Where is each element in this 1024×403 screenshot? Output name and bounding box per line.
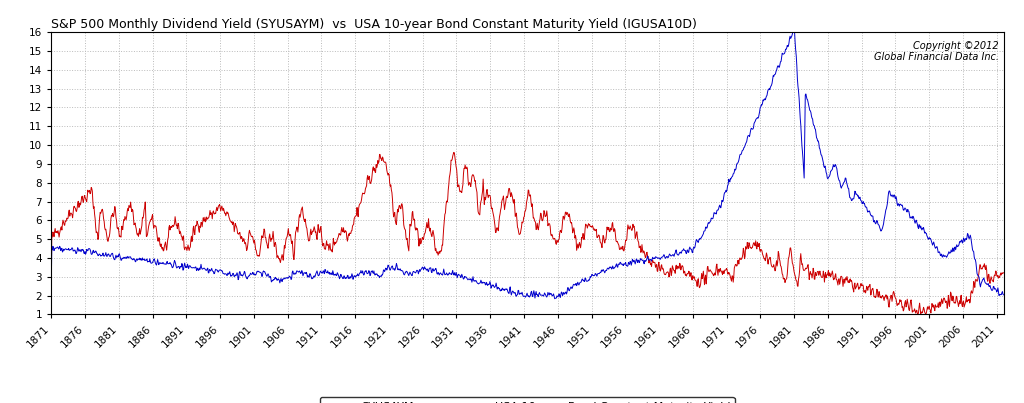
SYUSAYM (226, 222, 239, 227)
USA 10-year Bond Constant Maturity Yield (787, 26, 800, 31)
SYUSAYM (955, 302, 968, 307)
USA 10-year Bond Constant Maturity Yield (997, 293, 1010, 297)
SYUSAYM (464, 182, 476, 187)
USA 10-year Bond Constant Maturity Yield (464, 277, 476, 282)
USA 10-year Bond Constant Maturity Yield (549, 296, 561, 301)
Text: Copyright ©2012
Global Financial Data Inc.: Copyright ©2012 Global Financial Data In… (873, 41, 998, 62)
Line: USA 10-year Bond Constant Maturity Yield: USA 10-year Bond Constant Maturity Yield (51, 28, 1004, 299)
SYUSAYM (579, 234, 591, 239)
USA 10-year Bond Constant Maturity Yield (282, 275, 294, 280)
USA 10-year Bond Constant Maturity Yield (786, 32, 799, 37)
SYUSAYM (911, 312, 924, 317)
SYUSAYM (447, 150, 460, 155)
USA 10-year Bond Constant Maturity Yield (226, 272, 239, 276)
SYUSAYM (45, 283, 57, 287)
Legend: SYUSAYM, USA 10-year Bond Constant Maturity Yield: SYUSAYM, USA 10-year Bond Constant Matur… (321, 397, 734, 403)
SYUSAYM (786, 261, 799, 266)
USA 10-year Bond Constant Maturity Yield (579, 279, 591, 284)
SYUSAYM (282, 231, 294, 236)
USA 10-year Bond Constant Maturity Yield (955, 238, 968, 243)
Text: S&P 500 Monthly Dividend Yield (SYUSAYM)  vs  USA 10-year Bond Constant Maturity: S&P 500 Monthly Dividend Yield (SYUSAYM)… (51, 18, 697, 31)
Line: SYUSAYM: SYUSAYM (51, 152, 1004, 314)
USA 10-year Bond Constant Maturity Yield (45, 287, 57, 292)
SYUSAYM (997, 270, 1010, 275)
